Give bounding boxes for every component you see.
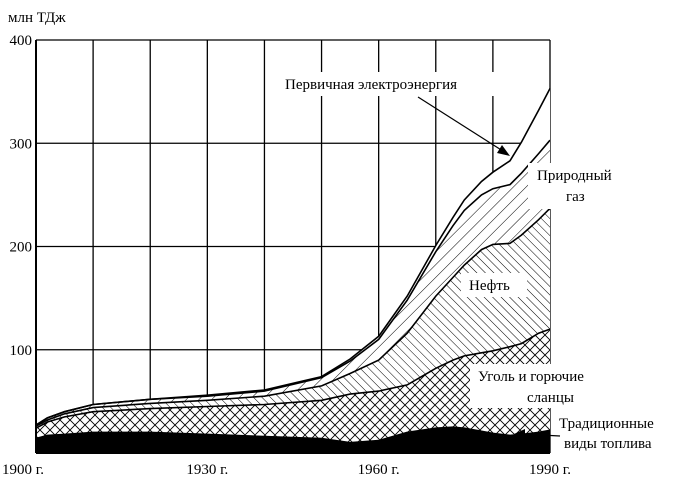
- chart-layers: [35, 88, 551, 453]
- label-bg-gas: [528, 163, 638, 209]
- x-tick-label-1990: 1990 г.: [529, 462, 571, 478]
- label-coal-line1: Уголь и горючие: [478, 369, 584, 385]
- label-bg-oil: [461, 273, 527, 297]
- x-tick-label-1930: 1930 г.: [186, 462, 228, 478]
- label-coal-line2: сланцы: [527, 390, 574, 406]
- label-electricity-leader: [417, 96, 507, 154]
- x-tick-label-1900: 1900 г.: [2, 462, 44, 478]
- plot-frame: [35, 40, 550, 454]
- label-bg-electricity: [276, 72, 514, 96]
- label-traditional-line1: Традиционные: [559, 416, 654, 432]
- label-traditional-arrowhead: [514, 429, 525, 439]
- area-coal: [36, 329, 550, 443]
- label-traditional-line2: виды топлива: [564, 436, 652, 452]
- label-oil: Нефть: [469, 278, 510, 294]
- boundary-electricity: [35, 88, 551, 426]
- label-bg-traditional: [552, 411, 674, 455]
- label-electricity-arrowhead: [497, 145, 510, 156]
- label-gas-line1: Природный: [537, 168, 612, 184]
- y-tick-label-300: 300: [10, 136, 33, 152]
- x-tick-label-1960: 1960 г.: [358, 462, 400, 478]
- label-traditional-leader: [521, 433, 561, 437]
- y-tick-label-100: 100: [10, 343, 33, 359]
- y-axis-title: млн ТДж: [8, 10, 66, 26]
- y-tick-label-400: 400: [10, 33, 33, 49]
- boundary-oil: [35, 207, 551, 427]
- label-gas-line2: газ: [566, 189, 585, 205]
- boundary-coal: [35, 328, 551, 429]
- label-electricity: Первичная электроэнергия: [285, 77, 457, 93]
- axis-ticks: 100 200 300 400 1900 г. 1930 г. 1960 г. 1990 г.: [2, 33, 571, 478]
- boundary-traditional: [35, 426, 551, 444]
- area-oil: [36, 208, 550, 429]
- series-annotations: Первичная электроэнергия Природный газ Н…: [276, 72, 674, 455]
- label-bg-coal: [470, 364, 626, 408]
- y-tick-label-200: 200: [10, 240, 33, 256]
